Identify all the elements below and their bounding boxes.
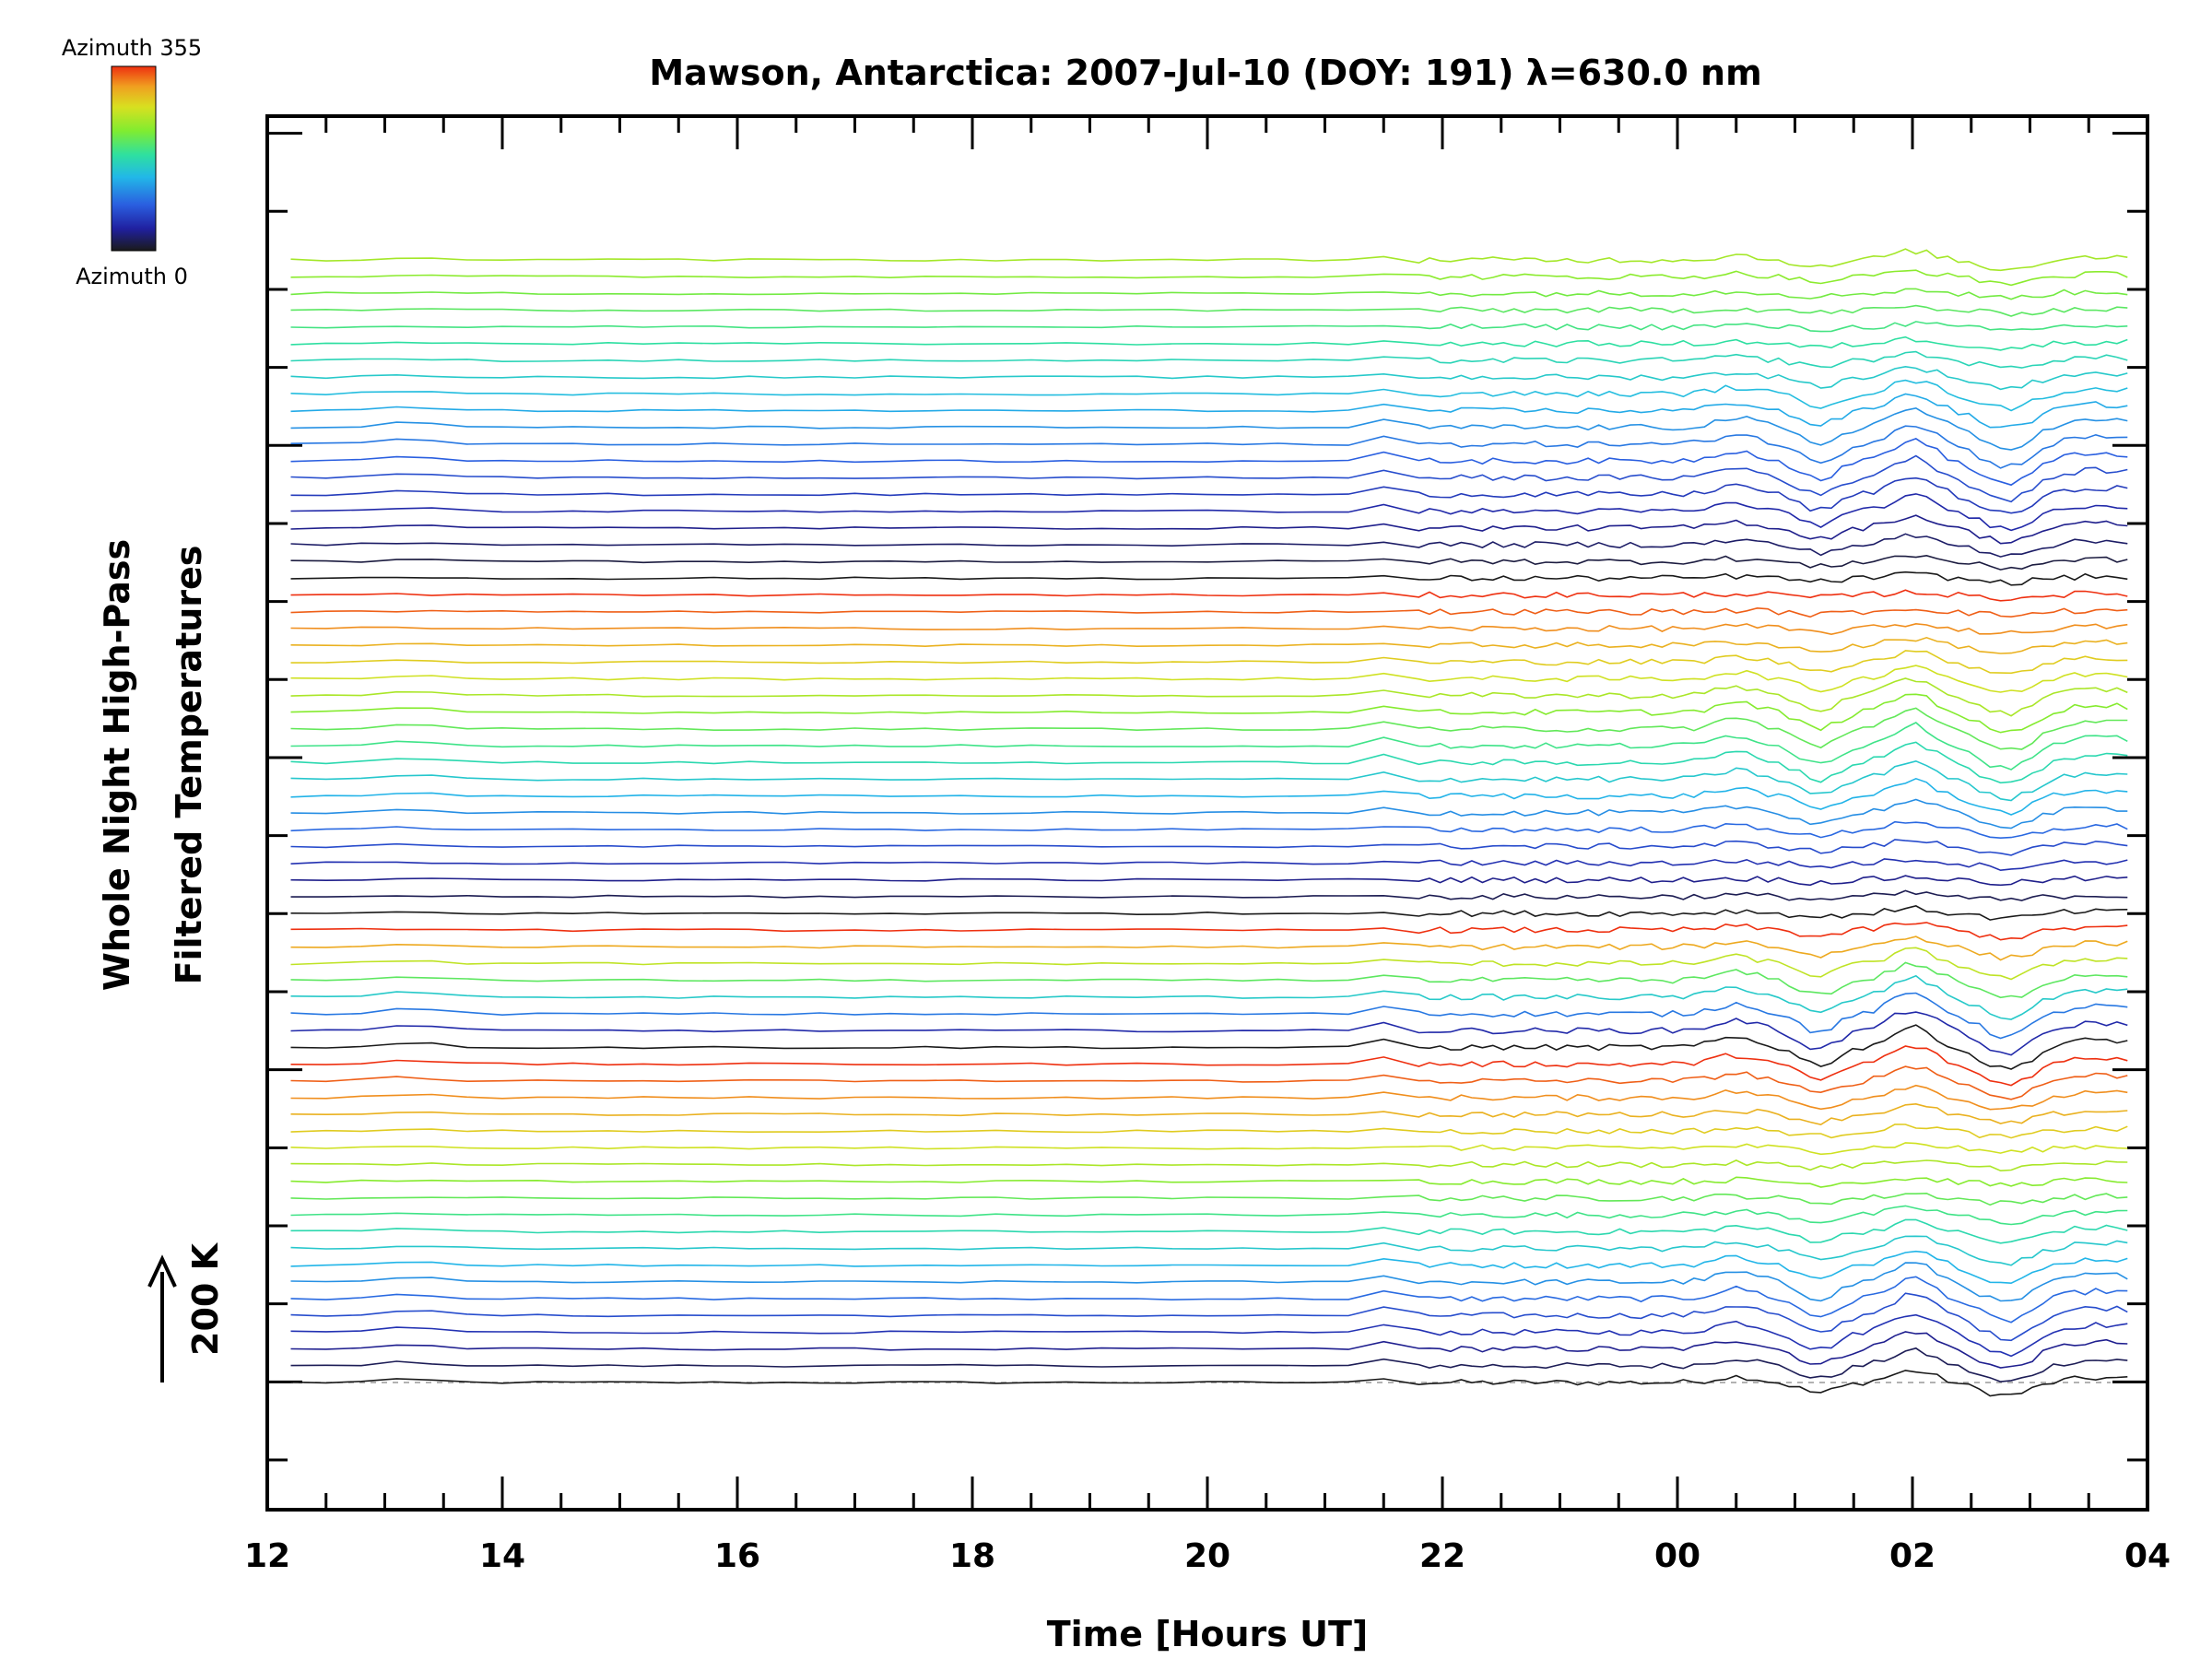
series-line: [290, 759, 2128, 802]
x-tick-labels: 12 14 16 18 20 22 00 02 04: [244, 1537, 2171, 1575]
colorbar: [111, 65, 157, 252]
x-tick-label: 04: [2124, 1537, 2171, 1575]
chart-title: Mawson, Antarctica: 2007-Jul-10 (DOY: 19…: [649, 53, 1761, 93]
series-line: [290, 1370, 2128, 1397]
series-line: [290, 922, 2128, 941]
series-line: [290, 1292, 2128, 1342]
series-group: [290, 248, 2128, 1397]
colorbar-max-label: Azimuth 355: [62, 35, 202, 61]
series-line: [290, 961, 2128, 999]
series-line: [290, 665, 2128, 693]
series-line: [290, 1124, 2128, 1139]
x-tick-label: 00: [1654, 1537, 1700, 1575]
series-line: [290, 1024, 2128, 1070]
series-line: [290, 858, 2128, 872]
series-line: [290, 636, 2128, 654]
series-line: [290, 1262, 2128, 1302]
series-line: [290, 1142, 2128, 1156]
series-line: [290, 707, 2128, 750]
scale-bar-arrow-head: [147, 1254, 177, 1288]
series-line: [290, 406, 2128, 451]
x-axis-title: Time [Hours UT]: [1047, 1614, 1369, 1654]
series-line: [290, 974, 2128, 1020]
series-line: [290, 1192, 2128, 1206]
series-line: [290, 533, 2128, 558]
series-line: [290, 947, 2128, 981]
series-line: [290, 777, 2128, 816]
series-line: [290, 1313, 2128, 1358]
series-line: [290, 438, 2128, 487]
series-line: [290, 820, 2128, 840]
series-line: [290, 1176, 2128, 1188]
series-line: [290, 477, 2128, 514]
series-line: [290, 393, 2128, 429]
series-line: [290, 365, 2128, 391]
x-tick-label: 02: [1889, 1537, 1936, 1575]
series-line: [290, 1218, 2128, 1244]
series-line: [290, 992, 2128, 1040]
series-line: [290, 905, 2128, 921]
series-line: [290, 606, 2128, 618]
series-line: [290, 335, 2128, 351]
series-line: [290, 454, 2128, 503]
series-line: [290, 571, 2128, 586]
series-line: [290, 321, 2128, 333]
series-line: [290, 379, 2128, 412]
series-line: [290, 1250, 2128, 1285]
x-axis-ticks: [265, 116, 2149, 1510]
series-line: [290, 1205, 2128, 1226]
series-line: [290, 741, 2128, 784]
series-line: [290, 839, 2128, 856]
series-line: [290, 650, 2128, 675]
series-line: [290, 269, 2128, 287]
scale-bar-label: 200 K: [185, 1241, 226, 1356]
x-tick-label: 14: [479, 1537, 525, 1575]
x-tick-label: 12: [244, 1537, 290, 1575]
series-line: [290, 304, 2128, 317]
series-line: [290, 1045, 2128, 1087]
series-line: [290, 693, 2128, 734]
series-line: [290, 875, 2128, 887]
y-axis-title-line2: Filtered Temperatures: [169, 546, 209, 985]
series-line: [290, 1084, 2128, 1111]
series-line: [290, 889, 2128, 901]
x-tick-label: 16: [714, 1537, 760, 1575]
series-line: [290, 1347, 2128, 1382]
series-line: [290, 1235, 2128, 1266]
series-line: [290, 514, 2128, 545]
y-axis-title-line1: Whole Night High-Pass: [97, 539, 137, 991]
series-line: [290, 1159, 2128, 1172]
series-line: [290, 248, 2128, 272]
series-line: [290, 1331, 2128, 1369]
series-line: [290, 622, 2128, 636]
x-tick-label: 20: [1184, 1537, 1230, 1575]
series-line: [290, 1011, 2128, 1056]
series-line: [290, 677, 2128, 717]
series-line: [290, 722, 2128, 771]
x-tick-label: 22: [1419, 1537, 1465, 1575]
series-line: [290, 350, 2128, 369]
series-line: [290, 554, 2128, 571]
series-line: [290, 1065, 2128, 1100]
series-line: [290, 589, 2128, 602]
series-line: [290, 288, 2128, 300]
series-line: [290, 798, 2128, 830]
series-line: [290, 425, 2128, 469]
series-line: [290, 935, 2128, 961]
colorbar-min-label: Azimuth 0: [76, 264, 188, 289]
x-tick-label: 18: [949, 1537, 995, 1575]
series-line: [290, 493, 2128, 532]
series-line: [290, 1276, 2128, 1324]
series-line: [290, 1102, 2128, 1126]
